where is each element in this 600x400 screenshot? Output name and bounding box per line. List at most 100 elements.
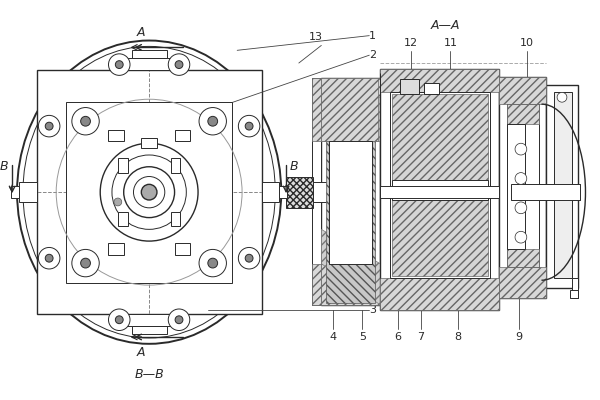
Bar (170, 212, 181, 226)
Bar (511, 184, 580, 200)
Circle shape (175, 61, 183, 68)
Bar (286, 176, 313, 208)
Circle shape (114, 198, 122, 206)
Circle shape (245, 122, 253, 130)
Bar (499, 77, 547, 298)
Bar (118, 212, 128, 226)
Polygon shape (322, 92, 380, 141)
Bar (131, 326, 167, 334)
Circle shape (124, 167, 175, 218)
Polygon shape (322, 78, 380, 141)
Circle shape (199, 108, 226, 135)
Circle shape (175, 316, 183, 324)
Circle shape (38, 115, 60, 137)
Circle shape (208, 116, 218, 126)
Bar (322, 78, 380, 305)
Bar (124, 183, 131, 201)
Bar (329, 141, 372, 264)
Circle shape (557, 92, 567, 102)
Polygon shape (392, 94, 488, 180)
Bar (554, 92, 572, 278)
Polygon shape (499, 266, 547, 298)
Polygon shape (326, 141, 375, 303)
Bar (122, 314, 176, 326)
Circle shape (38, 248, 60, 269)
Circle shape (208, 258, 218, 268)
Text: B: B (290, 160, 298, 173)
Bar (11, 186, 19, 198)
Text: 1: 1 (369, 31, 376, 41)
Text: A: A (137, 346, 146, 359)
Bar (118, 158, 128, 173)
Circle shape (515, 231, 527, 243)
Circle shape (238, 115, 260, 137)
Bar (142, 138, 157, 148)
Text: 9: 9 (515, 332, 523, 342)
Circle shape (142, 184, 157, 200)
Text: 8: 8 (455, 332, 462, 342)
Circle shape (72, 108, 99, 135)
Text: 7: 7 (418, 332, 425, 342)
Bar (392, 180, 488, 200)
Circle shape (245, 254, 253, 262)
Circle shape (515, 202, 527, 214)
Circle shape (199, 250, 226, 277)
Polygon shape (380, 69, 499, 92)
Bar (380, 186, 499, 198)
Bar (400, 79, 419, 94)
Bar (390, 92, 490, 278)
Bar (175, 130, 190, 141)
Circle shape (133, 176, 165, 208)
Circle shape (80, 258, 91, 268)
Circle shape (72, 250, 99, 277)
Text: A—A: A—A (431, 19, 460, 32)
Text: 13: 13 (308, 32, 322, 42)
Polygon shape (322, 264, 380, 305)
Bar (37, 70, 262, 314)
Bar (170, 158, 181, 173)
Text: B: B (0, 160, 8, 173)
Circle shape (112, 155, 187, 229)
Circle shape (109, 309, 130, 330)
Bar (279, 186, 287, 198)
Circle shape (238, 248, 260, 269)
Circle shape (45, 122, 53, 130)
Text: 11: 11 (443, 38, 457, 48)
Text: 4: 4 (329, 332, 337, 342)
Polygon shape (380, 278, 499, 310)
Bar (66, 102, 232, 283)
Bar (108, 243, 124, 255)
Polygon shape (311, 78, 322, 141)
Ellipse shape (17, 40, 281, 344)
Text: A: A (137, 26, 146, 38)
Bar (570, 290, 578, 298)
Polygon shape (322, 78, 378, 141)
Bar (507, 124, 525, 249)
Text: 3: 3 (369, 304, 376, 314)
Circle shape (115, 61, 123, 68)
Circle shape (168, 309, 190, 330)
Polygon shape (322, 229, 380, 305)
Bar (122, 58, 176, 70)
Polygon shape (499, 77, 547, 104)
Polygon shape (507, 249, 539, 266)
Text: 12: 12 (404, 38, 418, 48)
Text: 10: 10 (520, 38, 534, 48)
Polygon shape (507, 104, 539, 124)
Text: 2: 2 (369, 50, 376, 60)
Bar (311, 78, 322, 305)
Text: 6: 6 (394, 332, 401, 342)
Bar (507, 104, 539, 266)
Circle shape (168, 54, 190, 75)
Bar (313, 182, 364, 202)
Text: B—B: B—B (134, 368, 164, 381)
Bar (547, 84, 578, 288)
Text: 5: 5 (359, 332, 366, 342)
Circle shape (515, 173, 527, 184)
Polygon shape (392, 200, 488, 276)
Bar (380, 69, 499, 310)
Bar (175, 243, 190, 255)
Circle shape (109, 54, 130, 75)
Bar (108, 130, 124, 141)
Bar (131, 50, 167, 58)
